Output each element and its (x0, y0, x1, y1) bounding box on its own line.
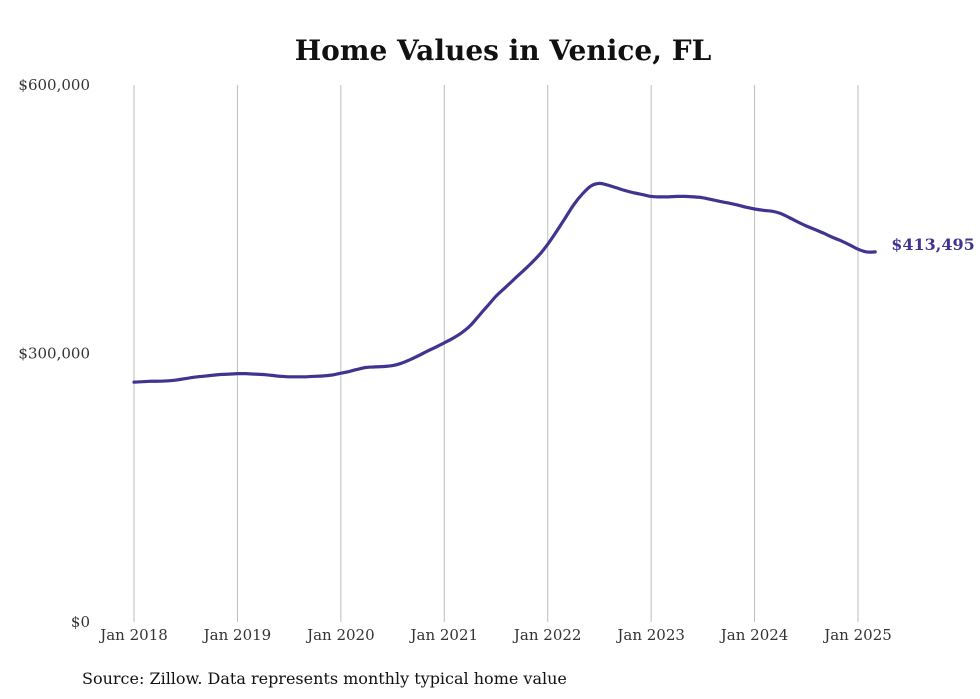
home-value-line (132, 181, 877, 384)
x-tick-label: Jan 2020 (305, 626, 375, 644)
x-tick-label: Jan 2024 (719, 626, 789, 644)
y-axis-ticks: $0 $300,000 $600,000 (18, 76, 90, 631)
y-tick-label: $0 (71, 613, 90, 631)
chart-title: Home Values in Venice, FL (295, 34, 712, 67)
y-tick-label: $300,000 (18, 345, 90, 363)
x-tick-label: Jan 2019 (202, 626, 272, 644)
x-tick-label: Jan 2018 (98, 626, 168, 644)
x-tick-label: Jan 2023 (615, 626, 685, 644)
x-tick-label: Jan 2022 (512, 626, 582, 644)
source-note: Source: Zillow. Data represents monthly … (82, 669, 567, 688)
x-tick-label: Jan 2021 (409, 626, 479, 644)
y-tick-label: $600,000 (18, 76, 90, 94)
gridlines (133, 85, 859, 622)
end-value-label: $413,495 (891, 235, 975, 254)
x-axis-ticks: Jan 2018 Jan 2019 Jan 2020 Jan 2021 Jan 2022… (98, 626, 892, 644)
x-tick-label: Jan 2025 (822, 626, 892, 644)
